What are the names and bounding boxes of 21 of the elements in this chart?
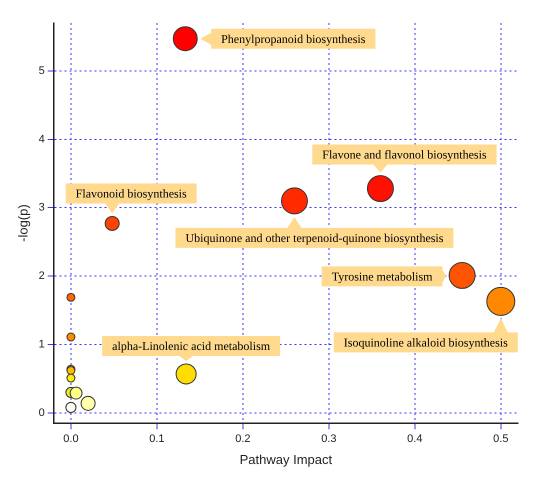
- x-axis-title: Pathway Impact: [240, 452, 332, 467]
- annotation: Phenylpropanoid biosynthesis: [221, 32, 366, 46]
- x-tick-label: 0.0: [63, 432, 79, 445]
- x-tick-label: 0.1: [149, 432, 165, 445]
- annotation: Flavone and flavonol biosynthesis: [322, 148, 487, 162]
- x-tick-label: 0.5: [493, 432, 508, 445]
- y-tick-label: 2: [38, 270, 45, 282]
- annotation: Ubiquinone and other terpenoid-quinone biosynthesis: [185, 231, 444, 246]
- y-tick-label: 1: [38, 338, 45, 351]
- x-tick-label: 0.3: [321, 432, 336, 445]
- y-tick-label: 5: [38, 64, 45, 77]
- y-tick-label: 3: [38, 202, 45, 214]
- y-axis-title: -log(p): [15, 204, 30, 242]
- annotation: alpha-Linolenic acid metabolism: [112, 339, 271, 354]
- annotation: Flavonoid biosynthesis: [76, 186, 188, 201]
- y-tick-label: 0: [38, 406, 45, 419]
- annotation: Isoquinoline alkaloid biosynthesis: [344, 336, 508, 350]
- y-tick-label: 4: [38, 133, 45, 146]
- x-tick-label: 0.2: [235, 432, 251, 445]
- annotation: Tyrosine metabolism: [332, 270, 434, 284]
- x-tick-label: 0.4: [407, 432, 422, 445]
